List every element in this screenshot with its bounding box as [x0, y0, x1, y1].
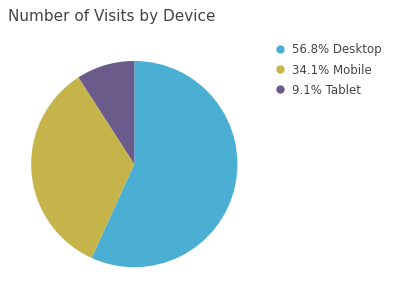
- Wedge shape: [31, 77, 134, 258]
- Wedge shape: [79, 61, 134, 164]
- Wedge shape: [92, 61, 237, 267]
- Text: Number of Visits by Device: Number of Visits by Device: [8, 9, 215, 24]
- Legend: 56.8% Desktop, 34.1% Mobile, 9.1% Tablet: 56.8% Desktop, 34.1% Mobile, 9.1% Tablet: [274, 41, 384, 99]
